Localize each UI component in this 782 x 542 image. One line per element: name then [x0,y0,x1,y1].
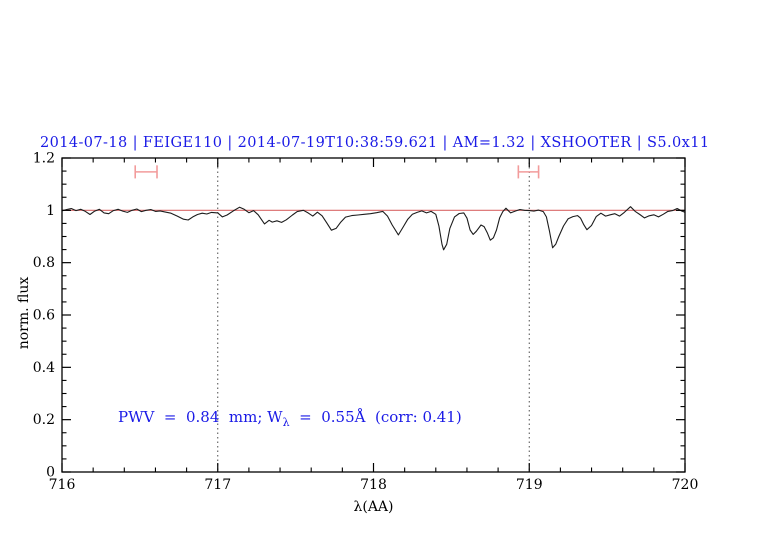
pwv-annotation-suffix: = 0.55Å (corr: 0.41) [289,408,462,426]
y-tick-label: 0.6 [33,308,55,324]
y-tick-label: 0 [46,465,55,481]
plot-title: 2014-07-18 | FEIGE110 | 2014-07-19T10:38… [40,135,710,151]
y-tick-label: 0.4 [33,360,55,376]
x-tick-label: 720 [672,477,699,493]
y-axis-label: norm. flux [16,276,32,350]
x-tick-label: 717 [204,477,231,493]
x-tick-label: 716 [49,477,76,493]
normalized-spectrum-line [61,206,686,251]
x-tick-label: 718 [360,477,387,493]
x-tick-label: 719 [516,477,543,493]
y-tick-label: 0.2 [33,412,55,428]
x-axis-label: λ(AA) [353,499,394,515]
pwv-annotation-subscript: λ [282,416,290,429]
pwv-annotation: PWV = 0.84 mm; Wλ = 0.55Å (corr: 0.41) [118,408,462,429]
y-tick-label: 1.2 [33,151,55,167]
y-tick-label: 1 [46,203,55,219]
y-tick-label: 0.8 [33,255,55,271]
pwv-annotation-prefix: PWV = 0.84 mm; W [118,408,283,426]
